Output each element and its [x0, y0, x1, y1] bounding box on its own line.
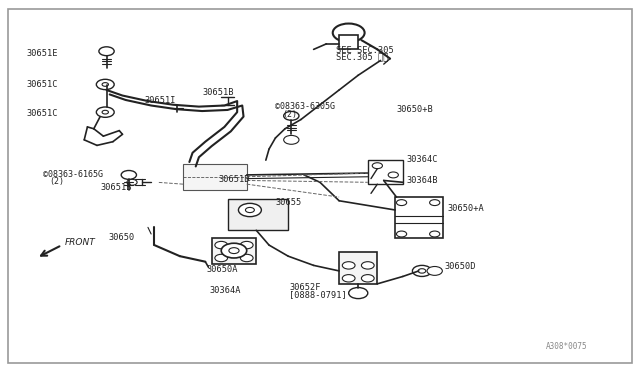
Text: 30650+B: 30650+B [396, 105, 433, 114]
Text: 30651C: 30651C [27, 109, 58, 118]
Circle shape [99, 47, 114, 56]
Text: 30364A: 30364A [210, 286, 241, 295]
Circle shape [102, 83, 108, 86]
Circle shape [372, 163, 383, 169]
Circle shape [429, 200, 440, 206]
Bar [339, 35, 358, 49]
Circle shape [284, 112, 299, 120]
Circle shape [342, 275, 355, 282]
Text: 30651D: 30651D [218, 175, 250, 184]
Circle shape [362, 275, 374, 282]
Circle shape [429, 231, 440, 237]
Text: 30650: 30650 [108, 233, 134, 242]
Circle shape [427, 266, 442, 275]
Text: [0888-0791]: [0888-0791] [289, 290, 347, 299]
Circle shape [97, 79, 114, 90]
Circle shape [241, 254, 253, 262]
Text: ©08363-6305G: ©08363-6305G [275, 102, 335, 111]
Bar [183, 164, 246, 190]
Text: A308*0075: A308*0075 [546, 342, 588, 351]
Text: SEC.305 参図: SEC.305 参図 [336, 52, 388, 61]
Text: 30364B: 30364B [406, 176, 438, 185]
Circle shape [102, 110, 108, 114]
Text: 30652F: 30652F [289, 283, 321, 292]
Bar [368, 160, 403, 184]
Text: (2): (2) [282, 109, 297, 119]
Text: 30651B: 30651B [202, 89, 234, 97]
Circle shape [215, 254, 228, 262]
Circle shape [215, 241, 228, 249]
Circle shape [396, 231, 406, 237]
Bar [339, 253, 378, 284]
Circle shape [396, 200, 406, 206]
Circle shape [97, 107, 114, 117]
Text: 30651I: 30651I [145, 96, 176, 105]
Text: 30651B: 30651B [100, 183, 132, 192]
Text: 30651E: 30651E [27, 49, 58, 58]
Text: 30651C: 30651C [27, 80, 58, 89]
Circle shape [241, 241, 253, 249]
Circle shape [342, 262, 355, 269]
Bar [212, 238, 256, 263]
Text: 30650+A: 30650+A [447, 203, 484, 213]
Circle shape [412, 265, 431, 276]
Text: 30650D: 30650D [444, 262, 476, 271]
Bar [395, 197, 443, 238]
Bar [228, 199, 288, 230]
Circle shape [284, 135, 299, 144]
Text: 30650A: 30650A [207, 265, 238, 274]
Text: FRONT: FRONT [65, 238, 96, 247]
Circle shape [349, 288, 368, 299]
Circle shape [246, 208, 254, 212]
Circle shape [362, 262, 374, 269]
Circle shape [221, 243, 246, 258]
Text: 30655: 30655 [275, 198, 301, 207]
Circle shape [388, 172, 398, 178]
Text: SEE SEC.305: SEE SEC.305 [336, 46, 394, 55]
Circle shape [239, 203, 261, 217]
Circle shape [127, 179, 137, 185]
Circle shape [121, 170, 136, 179]
Circle shape [418, 269, 426, 273]
Text: ©08363-6165G: ©08363-6165G [43, 170, 103, 179]
Text: 30364C: 30364C [406, 155, 438, 164]
Circle shape [229, 248, 239, 254]
Circle shape [333, 23, 365, 42]
Text: (2): (2) [49, 177, 64, 186]
